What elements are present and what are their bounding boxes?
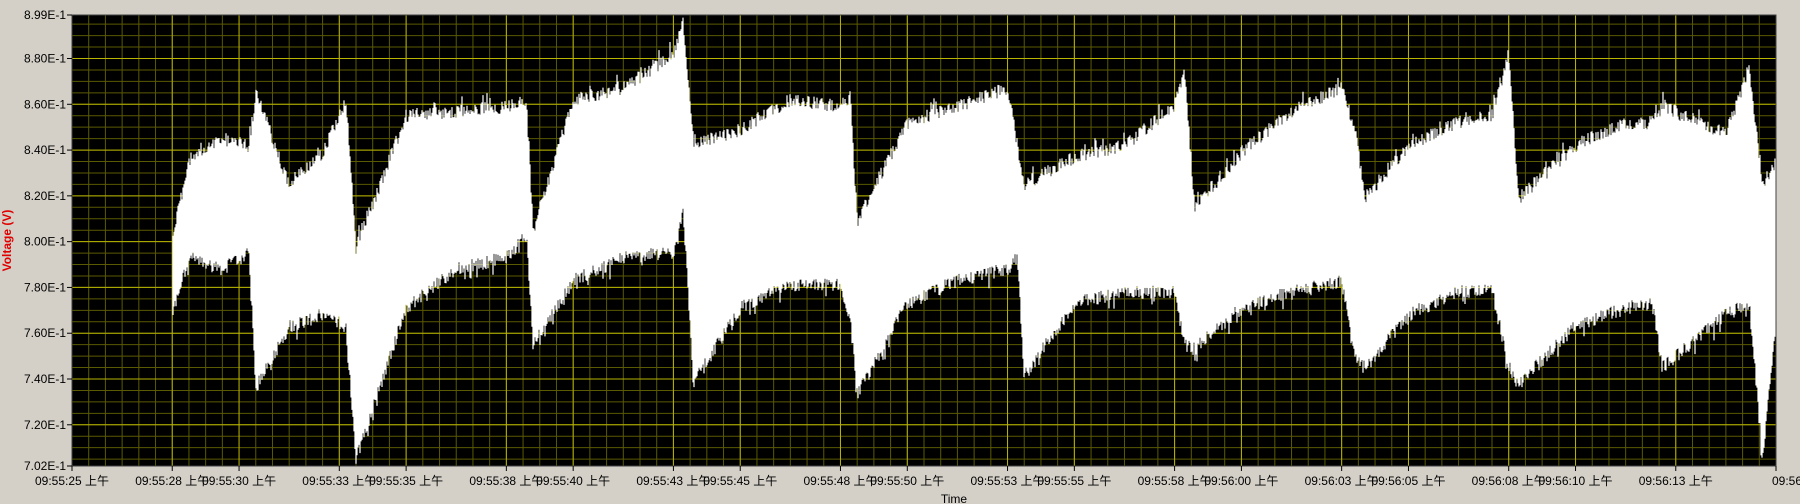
y-tick-label: 8.60E-1: [24, 97, 66, 111]
x-tick-label: 09:55:40 上午: [536, 474, 610, 488]
x-tick-label: 09:55:28 上午: [135, 474, 209, 488]
y-axis: 8.99E-1 8.80E-1 8.60E-1 8.40E-1 8.20E-1 8.00E…: [24, 8, 72, 473]
x-tick-label: 09:55:50 上午: [870, 474, 944, 488]
y-tick-label: 7.02E-1: [24, 459, 66, 473]
x-tick-label: 09:56:10 上午: [1539, 474, 1613, 488]
x-tick-label: 09:55:53 上午: [971, 474, 1045, 488]
y-tick-label: 8.80E-1: [24, 51, 66, 65]
x-tick-label: 09:56:00 上午: [1204, 474, 1278, 488]
x-tick-label: 09:55:30 上午: [202, 474, 276, 488]
plot-frame: [71, 14, 1777, 467]
y-tick-label: 7.60E-1: [24, 326, 66, 340]
x-tick-label: 09:55:45 上午: [703, 474, 777, 488]
voltage-trace: [172, 17, 1777, 464]
x-tick-label: 09:56:08 上午: [1472, 474, 1546, 488]
x-tick-label: 09:56:16 上午: [1772, 474, 1800, 488]
y-tick-label: 8.99E-1: [24, 8, 66, 22]
x-tick-label: 09:56:03 上午: [1305, 474, 1379, 488]
x-tick-label: 09:55:55 上午: [1037, 474, 1111, 488]
trace-layer: [172, 17, 1777, 464]
x-tick-label: 09:56:13 上午: [1639, 474, 1713, 488]
y-tick-label: 8.40E-1: [24, 143, 66, 157]
x-tick-label: 09:55:33 上午: [302, 474, 376, 488]
x-tick-label: 09:55:58 上午: [1138, 474, 1212, 488]
x-tick-label: 09:55:25 上午: [35, 474, 109, 488]
x-tick-label: 09:55:43 上午: [636, 474, 710, 488]
x-tick-label: 09:55:35 上午: [369, 474, 443, 488]
y-tick-label: 8.20E-1: [24, 189, 66, 203]
x-axis-title: Time: [941, 492, 968, 504]
y-tick-label: 7.80E-1: [24, 280, 66, 294]
x-tick-label: 09:56:05 上午: [1371, 474, 1445, 488]
x-tick-label: 09:55:48 上午: [803, 474, 877, 488]
y-tick-label: 7.20E-1: [24, 418, 66, 432]
y-tick-label: 7.40E-1: [24, 372, 66, 386]
y-axis-title: Voltage (V): [0, 210, 14, 272]
y-tick-label: 8.00E-1: [24, 235, 66, 249]
x-tick-label: 09:55:38 上午: [469, 474, 543, 488]
